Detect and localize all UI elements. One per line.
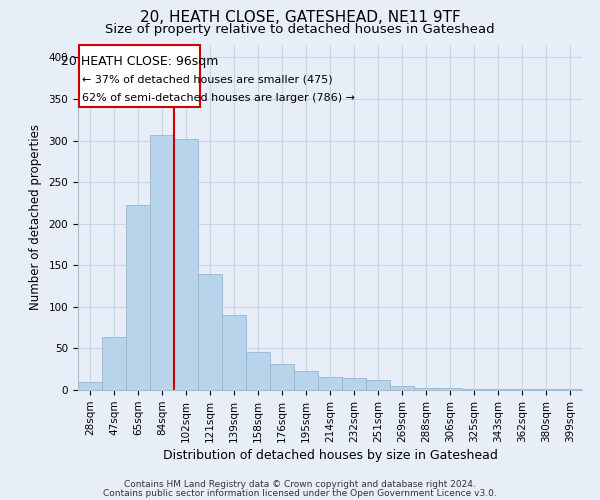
Text: Contains HM Land Registry data © Crown copyright and database right 2024.: Contains HM Land Registry data © Crown c…: [124, 480, 476, 489]
Bar: [486, 389, 510, 390]
Bar: [174, 139, 198, 390]
Bar: [390, 386, 414, 390]
Bar: [318, 376, 342, 390]
Bar: [126, 206, 150, 390]
Text: 20 HEATH CLOSE: 96sqm: 20 HEATH CLOSE: 96sqm: [61, 55, 218, 68]
Bar: [342, 378, 366, 390]
Bar: [102, 337, 126, 390]
Bar: [294, 371, 318, 390]
Y-axis label: Number of detached properties: Number of detached properties: [29, 124, 41, 310]
Bar: [78, 382, 102, 390]
FancyBboxPatch shape: [79, 45, 200, 108]
Bar: [150, 135, 174, 390]
Text: 62% of semi-detached houses are larger (786) →: 62% of semi-detached houses are larger (…: [82, 93, 355, 103]
Bar: [270, 364, 294, 390]
Bar: [198, 274, 222, 390]
Bar: [462, 389, 486, 390]
Bar: [510, 389, 534, 390]
Bar: [558, 389, 582, 390]
Bar: [246, 352, 270, 390]
Bar: [366, 380, 390, 390]
Text: 20, HEATH CLOSE, GATESHEAD, NE11 9TF: 20, HEATH CLOSE, GATESHEAD, NE11 9TF: [140, 10, 460, 25]
Bar: [534, 389, 558, 390]
Bar: [438, 388, 462, 390]
X-axis label: Distribution of detached houses by size in Gateshead: Distribution of detached houses by size …: [163, 449, 497, 462]
Bar: [222, 315, 246, 390]
Bar: [414, 388, 438, 390]
Text: Contains public sector information licensed under the Open Government Licence v3: Contains public sector information licen…: [103, 488, 497, 498]
Text: Size of property relative to detached houses in Gateshead: Size of property relative to detached ho…: [105, 22, 495, 36]
Text: ← 37% of detached houses are smaller (475): ← 37% of detached houses are smaller (47…: [82, 74, 332, 84]
